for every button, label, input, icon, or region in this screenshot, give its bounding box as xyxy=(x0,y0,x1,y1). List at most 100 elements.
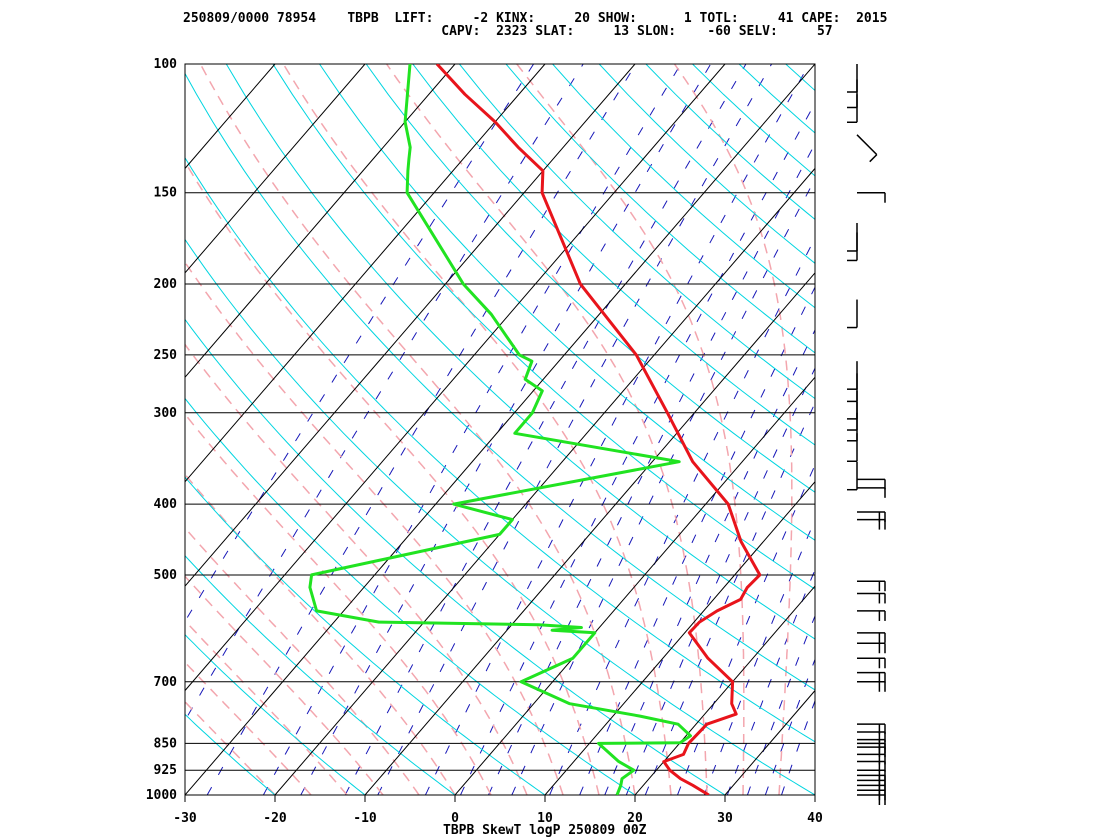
mixing-ratio-line xyxy=(424,64,810,795)
wind-barb xyxy=(857,671,886,683)
wind-barb xyxy=(847,461,858,491)
moist-adiabat-line xyxy=(185,473,456,795)
mixing-ratio-line xyxy=(262,64,682,795)
temperature-tick-labels: -30 -20 -10 0 10 20 30 40 xyxy=(173,795,823,826)
isotherm-line xyxy=(185,64,815,795)
dry-adiabat-line xyxy=(552,64,815,309)
wind-barb xyxy=(847,79,858,109)
dry-adiabat-line xyxy=(832,64,1120,795)
isotherm-line xyxy=(185,64,456,379)
chart-title: TBPB SkewT logP 250809 00Z xyxy=(443,823,647,838)
mixing-ratio-line xyxy=(300,64,712,795)
pressure-tick-label: 250 xyxy=(154,348,178,363)
wind-barb xyxy=(857,580,886,592)
pressure-tick-label: 1000 xyxy=(146,788,177,803)
isotherm-line xyxy=(0,64,95,795)
temperature-tick-label: 20 xyxy=(627,811,643,826)
mixing-ratio-line xyxy=(344,64,747,795)
isotherm-line xyxy=(185,64,636,587)
wind-barb xyxy=(857,632,886,643)
plot-frame xyxy=(184,63,816,796)
pressure-tick-label: 850 xyxy=(154,736,178,751)
wind-barb xyxy=(847,390,858,420)
moist-adiabat-line xyxy=(185,700,276,795)
isotherm-line xyxy=(185,64,366,274)
wind-barb xyxy=(847,412,858,442)
mixing-ratio-line xyxy=(781,699,815,795)
wind-barb xyxy=(857,731,886,742)
wind-barb xyxy=(847,373,858,403)
wind-barb xyxy=(847,299,858,329)
dry-adiabat-line xyxy=(459,64,815,400)
mixing-ratio-line xyxy=(703,518,815,795)
dewpoint-profile-line xyxy=(308,64,692,795)
temperature-tick-label: -20 xyxy=(263,811,287,826)
wind-barb xyxy=(857,642,886,654)
isotherm-line xyxy=(905,64,1120,795)
isotherm-line xyxy=(814,794,815,795)
dry-adiabat-line xyxy=(738,64,815,134)
temperature-tick-label: 10 xyxy=(537,811,553,826)
wind-barb xyxy=(857,681,886,692)
isotherm-line xyxy=(0,64,5,795)
wind-barb xyxy=(857,518,886,530)
mixing-ratio-line xyxy=(206,64,637,795)
wind-barb xyxy=(857,511,886,522)
isotherm-line xyxy=(724,689,815,795)
wind-barbs xyxy=(847,64,886,805)
wind-barb xyxy=(847,232,858,262)
wind-barb xyxy=(857,478,886,490)
moist-adiabat-line xyxy=(185,575,384,795)
wind-barb xyxy=(857,746,886,758)
pressure-tick-label: 100 xyxy=(154,57,178,72)
dry-adiabat-line xyxy=(185,318,726,795)
isotherm-line xyxy=(185,64,726,692)
dry-adiabat-line xyxy=(185,554,456,795)
wind-barb xyxy=(857,769,886,781)
mixing-ratio-line xyxy=(764,658,815,795)
wind-barb xyxy=(857,738,886,750)
wind-barb-flag xyxy=(869,154,878,163)
wind-barb xyxy=(857,191,886,203)
dry-adiabat-line xyxy=(692,64,815,177)
dry-adiabat-line xyxy=(185,713,276,795)
header-line-2: CAPV: 2323 SLAT: 13 SLON: -60 SELV: 57 xyxy=(183,24,833,39)
moist-adiabat-line xyxy=(199,64,636,795)
isotherm-lines xyxy=(0,64,1120,795)
dry-adiabat-line xyxy=(185,476,546,795)
wind-barb xyxy=(856,134,878,163)
mixing-ratio-line xyxy=(511,178,815,795)
isotherm-line xyxy=(544,480,815,795)
moist-adiabat-lines xyxy=(185,64,815,795)
pressure-tick-label: 150 xyxy=(154,186,178,201)
isotherm-line xyxy=(185,64,546,483)
temperature-tick-label: 0 xyxy=(451,811,459,826)
pressure-tick-label: 300 xyxy=(154,406,178,421)
mixing-ratio-line xyxy=(377,64,773,795)
isotherm-line xyxy=(185,64,276,170)
temperature-tick-label: -30 xyxy=(173,811,197,826)
temperature-profile-line xyxy=(435,64,762,795)
isotherm-line xyxy=(274,167,815,795)
wind-barb xyxy=(847,433,858,463)
pressure-tick-labels: 1000 925 850 700 500 400 300 250 200 150 100 xyxy=(146,57,177,803)
dry-adiabat-line xyxy=(319,64,815,541)
wind-barb xyxy=(857,592,886,604)
dry-adiabat-line xyxy=(185,633,366,795)
wind-barb xyxy=(847,402,858,431)
pressure-tick-label: 925 xyxy=(154,763,177,778)
mixing-ratio-lines xyxy=(185,64,815,795)
wind-barb xyxy=(857,610,886,621)
moist-adiabat-line xyxy=(185,412,492,795)
dry-adiabat-line xyxy=(785,64,815,92)
header-line-1: 250809/0000 78954 TBPB LIFT: -2 KINX: 20… xyxy=(183,11,887,26)
isotherm-line xyxy=(634,585,815,795)
moist-adiabat-line xyxy=(185,526,420,795)
wind-barb xyxy=(847,64,858,93)
wind-barb xyxy=(857,487,886,498)
wind-barb xyxy=(847,222,858,252)
pressure-tick-label: 200 xyxy=(154,277,178,292)
temperature-tick-label: 40 xyxy=(807,811,823,826)
dry-adiabat-line xyxy=(225,64,815,640)
